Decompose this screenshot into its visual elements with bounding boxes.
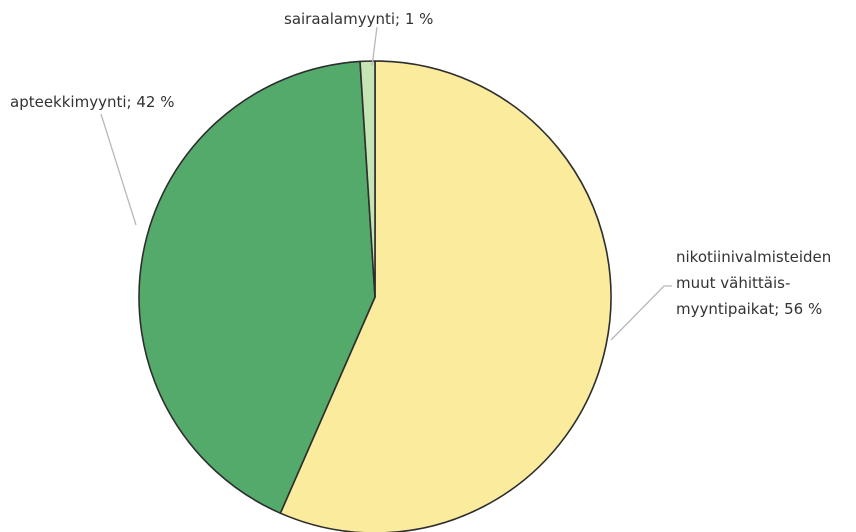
slice-label-line-1: apteekkimyynti; 42 % <box>10 93 174 111</box>
leader-line-sairaalamyynti <box>371 26 378 67</box>
pie-slice-3 <box>359 60 376 298</box>
slice-label-line-3: myyntipaikat; 56 % <box>676 300 822 318</box>
slice-label-line-1: sairaalamyynti; 1 % <box>284 10 433 28</box>
leader-lines <box>100 26 672 341</box>
pie-slice-2 <box>138 60 376 514</box>
leader-line-apteekkimyynti <box>100 113 137 226</box>
slice-label-apteekkimyynti: apteekkimyynti; 42 % <box>10 93 174 111</box>
leader-line-nikotiinivalmisteiden <box>610 285 672 341</box>
slice-label-line-2: muut vähittäis- <box>676 274 790 292</box>
slice-label-line-1: nikotiinivalmisteiden <box>676 248 831 266</box>
slice-label-nikotiinivalmisteiden: nikotiinivalmisteiden muut vähittäis- my… <box>676 248 836 318</box>
slice-label-sairaalamyynti: sairaalamyynti; 1 % <box>284 10 433 28</box>
pie-slices <box>138 60 612 532</box>
slice-labels: nikotiinivalmisteiden muut vähittäis- my… <box>10 10 836 318</box>
